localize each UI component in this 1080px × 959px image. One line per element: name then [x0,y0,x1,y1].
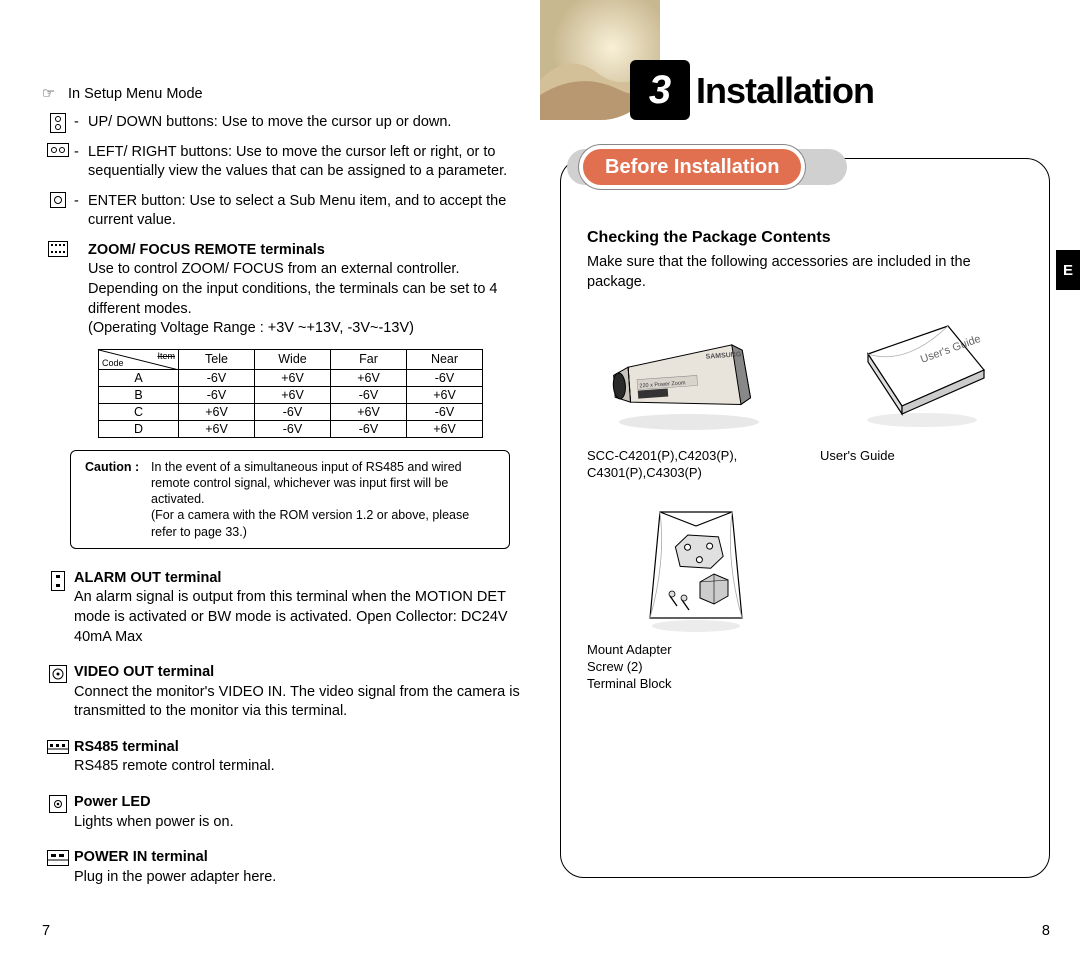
terminal-text: RS485 remote control terminal. [74,758,275,774]
package-empty [835,512,1053,693]
camera-caption: SCC-C4201(P),C4203(P),C4301(P),C4303(P) [587,448,790,482]
enter-icon [42,192,74,208]
terminal-body: VIDEO OUT terminal Connect the monitor's … [74,663,520,722]
pill-label: Before Installation [605,156,779,179]
terminal-text: An alarm signal is output from this term… [74,589,508,644]
dash: - [74,143,88,163]
zoom-focus-voltage: (Operating Voltage Range : +3V ~+13V, -3… [88,320,414,336]
package-row-2: Mount AdapterScrew (2)Terminal Block [587,512,1023,693]
dash: - [74,192,88,212]
camera-icon: 220 x Power Zoom SAMSUNG [604,318,774,438]
terminal-title: ALARM OUT terminal [74,570,221,586]
package-item-camera: 220 x Power Zoom SAMSUNG SCC-C4201(P),C4… [587,318,790,482]
page-number-left: 7 [42,923,50,939]
section-paragraph: Make sure that the following accessories… [587,253,1023,292]
zoom-focus-block: ZOOM/ FOCUS REMOTE terminals Use to cont… [42,241,520,339]
sub-bullet-text: ENTER button: Use to select a Sub Menu i… [88,192,520,231]
caution-box: Caution : In the event of a simultaneous… [70,450,510,549]
terminal-item: VIDEO OUT terminal Connect the monitor's … [42,663,520,722]
setup-mode-line: ☞ In Setup Menu Mode [42,85,520,105]
package-item-guide: User's Guide User's Guide [820,318,1023,482]
edge-tab-label: E [1063,262,1073,279]
page-number-right: 8 [1042,923,1050,939]
terminal-title: POWER IN terminal [74,849,208,865]
right-page: 3 Installation Before Installation Check… [540,0,1080,959]
before-installation-panel: Before Installation Checking the Package… [560,158,1050,878]
guide-caption: User's Guide [820,448,1023,465]
dash: - [74,113,88,133]
terminal-text: Connect the monitor's VIDEO IN. The vide… [74,684,520,720]
voltage-table: CodeItemTeleWideFarNearA-6V+6V+6V-6VB-6V… [98,349,520,438]
leftright-icon [42,143,74,157]
sub-bullet: -LEFT/ RIGHT buttons: Use to move the cu… [42,143,520,182]
terminal-icon [42,738,74,754]
terminal-body: RS485 terminal RS485 remote control termi… [74,738,520,777]
updown-icon [42,113,74,133]
terminal-text: Lights when power is on. [74,814,234,830]
terminal-title: Power LED [74,794,151,810]
terminal-body: POWER IN terminal Plug in the power adapt… [74,848,520,887]
guide-book-icon: User's Guide [837,318,1007,438]
terminal-body: Power LED Lights when power is on. [74,793,520,832]
sub-bullet-text: LEFT/ RIGHT buttons: Use to move the cur… [88,143,520,182]
terminal-item: POWER IN terminal Plug in the power adapt… [42,848,520,887]
package-item-accessories: Mount AdapterScrew (2)Terminal Block [587,512,805,693]
package-row-1: 220 x Power Zoom SAMSUNG SCC-C4201(P),C4… [587,318,1023,482]
terminal-item: Power LED Lights when power is on. [42,793,520,832]
zoom-focus-title: ZOOM/ FOCUS REMOTE terminals [88,242,325,258]
chapter-title: Installation [696,70,874,112]
chapter-number: 3 [630,60,690,120]
left-page: ☞ In Setup Menu Mode -UP/ DOWN buttons: … [0,0,540,959]
chapter-header: 3 Installation [560,30,1050,130]
zoom-focus-text: Use to control ZOOM/ FOCUS from an exter… [88,261,498,316]
section-pill: Before Installation [579,145,805,189]
terminal-text: Plug in the power adapter here. [74,869,276,885]
sub-bullet-text: UP/ DOWN buttons: Use to move the cursor… [88,113,520,133]
caution-label: Caution : [85,459,151,540]
terminal-title: VIDEO OUT terminal [74,664,214,680]
terminal-title: RS485 terminal [74,739,179,755]
terminal-body: ALARM OUT terminal An alarm signal is out… [74,569,520,647]
sub-bullet: -UP/ DOWN buttons: Use to move the curso… [42,113,520,133]
sub-bullet: -ENTER button: Use to select a Sub Menu … [42,192,520,231]
accessories-bag-icon [611,512,781,632]
hand-pointing-icon: ☞ [42,85,68,105]
terminal-icon [42,569,74,591]
terminal-item: RS485 terminal RS485 remote control termi… [42,738,520,777]
setup-mode-text: In Setup Menu Mode [68,85,203,105]
section-heading: Checking the Package Contents [587,229,1023,247]
terminal-icon [42,848,74,866]
edge-tab: E [1056,250,1080,290]
terminal-8pin-icon [42,241,74,257]
terminal-item: ALARM OUT terminal An alarm signal is out… [42,569,520,647]
accessories-caption: Mount AdapterScrew (2)Terminal Block [587,642,805,693]
terminal-icon [42,663,74,683]
zoom-focus-body: ZOOM/ FOCUS REMOTE terminals Use to cont… [88,241,520,339]
caution-body: In the event of a simultaneous input of … [151,459,495,540]
terminal-icon [42,793,74,813]
